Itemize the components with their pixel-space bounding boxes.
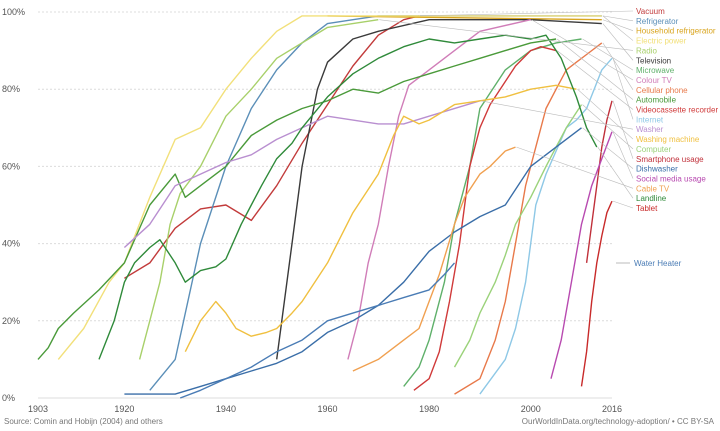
x-axis: 1903 1920 1940 1960 1980 2000 2016 bbox=[28, 404, 622, 414]
annotation-label: Water Heater bbox=[634, 259, 682, 268]
legend-connector bbox=[612, 131, 634, 179]
legend-connector bbox=[582, 104, 634, 150]
legend-connector bbox=[602, 19, 634, 31]
legend-connector bbox=[516, 146, 634, 189]
x-tick-label: 1980 bbox=[419, 404, 439, 414]
x-tick-label: 1960 bbox=[318, 404, 338, 414]
legend-connector bbox=[602, 42, 634, 90]
source-note: Source: Comin and Hobijn (2004) and othe… bbox=[4, 417, 163, 426]
legend-connector bbox=[612, 100, 634, 159]
legend-label: Microwave bbox=[636, 66, 675, 75]
y-tick-label: 40% bbox=[2, 239, 20, 249]
legend-connector bbox=[531, 19, 634, 81]
x-tick-label: 1903 bbox=[28, 404, 48, 414]
legend-connector bbox=[480, 100, 634, 130]
series-line-vacuum bbox=[124, 15, 420, 279]
legend-connector bbox=[379, 19, 634, 51]
series-line-water-heater bbox=[179, 262, 456, 399]
legend-label: Radio bbox=[636, 46, 657, 55]
y-tick-label: 20% bbox=[2, 316, 20, 326]
series-line-refrigerator bbox=[149, 15, 602, 391]
legend-connector bbox=[419, 10, 634, 17]
x-tick-label: 2016 bbox=[602, 404, 622, 414]
legend-label: Cellular phone bbox=[636, 86, 688, 95]
x-tick-label: 1940 bbox=[216, 404, 236, 414]
series-line-smartphone-usage bbox=[585, 100, 613, 263]
series-line-cellular-phone bbox=[454, 42, 603, 395]
series-line-social-media-usage bbox=[550, 131, 613, 379]
legend-label: Smartphone usage bbox=[636, 155, 704, 164]
series-line-television bbox=[276, 19, 602, 360]
legend-label: Social media usage bbox=[636, 174, 706, 183]
legend-connector bbox=[612, 58, 634, 120]
legend-label: Household refrigerator bbox=[636, 27, 716, 36]
y-tick-label: 60% bbox=[2, 161, 20, 171]
legend-label: Automobile bbox=[636, 96, 677, 105]
legend-label: Cable TV bbox=[636, 184, 670, 193]
legend-connector bbox=[597, 146, 634, 199]
series-line-colour-tv bbox=[347, 19, 531, 360]
legend-connector bbox=[612, 200, 634, 209]
legend-label: Television bbox=[636, 56, 671, 65]
legend-connector bbox=[602, 23, 634, 61]
series-line-cable-tv bbox=[352, 146, 516, 372]
series-line-tablet bbox=[580, 200, 613, 387]
legend-label: Washing machine bbox=[636, 135, 700, 144]
legend-label: Tablet bbox=[636, 204, 658, 213]
legend-connector bbox=[556, 38, 634, 100]
legend-connector bbox=[556, 50, 634, 110]
series-line-automobile bbox=[37, 38, 557, 360]
grid-lines bbox=[38, 11, 612, 399]
legend-label: Washer bbox=[636, 125, 664, 134]
x-tick-label: 1920 bbox=[114, 404, 134, 414]
y-axis: 0% 20% 40% 60% 80% 100% bbox=[2, 7, 25, 403]
series-line-videocassette-recorder bbox=[413, 46, 557, 391]
x-tick-label: 2000 bbox=[521, 404, 541, 414]
y-tick-label: 80% bbox=[2, 84, 20, 94]
series-line-radio bbox=[138, 19, 379, 360]
y-tick-label: 100% bbox=[2, 7, 25, 17]
legend-label: Vacuum bbox=[636, 7, 665, 16]
series-line-washing-machine bbox=[184, 84, 577, 353]
legend-label: Landline bbox=[636, 194, 667, 203]
legend-label: Computer bbox=[636, 145, 671, 154]
series-line-dishwasher bbox=[124, 127, 582, 395]
credit-note: OurWorldInData.org/technology-adoption/ … bbox=[521, 417, 714, 426]
series-lines bbox=[37, 15, 613, 399]
y-tick-label: 0% bbox=[2, 393, 15, 403]
legend-label: Electric power bbox=[636, 37, 687, 46]
legend-label: Dishwasher bbox=[636, 165, 678, 174]
series-line-internet bbox=[479, 57, 613, 395]
series-line-electric-power bbox=[57, 15, 602, 360]
legend-label: Videocassette recorder bbox=[636, 106, 718, 115]
legend-connector bbox=[577, 88, 634, 140]
legend-connector bbox=[602, 15, 634, 22]
series-line-landline bbox=[98, 34, 598, 360]
legend-label: Internet bbox=[636, 115, 664, 124]
legend-connector bbox=[582, 127, 634, 169]
legend-connector bbox=[582, 38, 634, 71]
legend-label: Colour TV bbox=[636, 76, 673, 85]
legend-connector bbox=[602, 15, 634, 41]
series-line-computer bbox=[453, 104, 583, 368]
legend-label: Refrigerator bbox=[636, 17, 679, 26]
